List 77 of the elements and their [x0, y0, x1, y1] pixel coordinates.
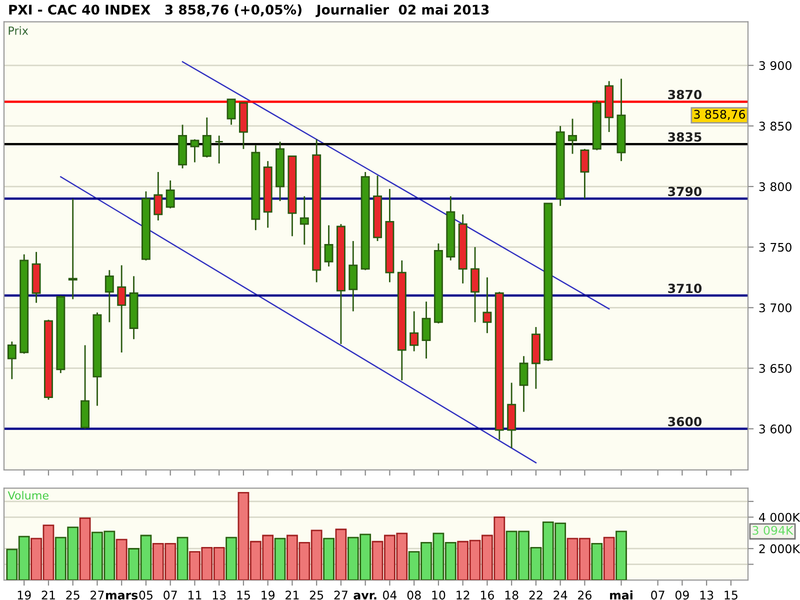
x-tick-label: 22 [529, 590, 542, 600]
bar [335, 528, 347, 580]
x-tick-label: 15 [237, 590, 250, 600]
text: 3 094K [752, 526, 794, 535]
candlestick [568, 118, 577, 155]
x-tick-label: 25 [66, 590, 80, 600]
candlestick [154, 171, 163, 222]
annotation: 3 858,76 [694, 110, 746, 120]
y-tick-label: 4 000K [758, 512, 800, 522]
candlestick [190, 138, 200, 163]
x-tick-label: avr. [354, 592, 376, 600]
candlestick [470, 246, 480, 323]
candlestick [202, 116, 212, 158]
y-tick-label: 3 800 [759, 182, 792, 192]
x-tick-label: 04 [382, 590, 397, 600]
bar [176, 536, 188, 580]
x-tick-label: 13 [212, 590, 226, 600]
x-tick-label: mai [610, 590, 632, 600]
x-tick-label: 26 [578, 590, 592, 600]
bar [603, 536, 615, 580]
x-tick-label: 15 [724, 590, 738, 600]
ref-line-label: 3835 [668, 132, 702, 142]
x-tick-label: 27 [334, 590, 348, 600]
bar [274, 538, 286, 580]
candlestick [166, 180, 175, 210]
bar [323, 538, 334, 580]
x-tick-label: 16 [480, 590, 494, 600]
x-tick-label: 21 [42, 590, 55, 600]
candlestick [482, 276, 492, 334]
x-tick-label: 19 [262, 590, 275, 600]
y-tick-label: 3 750 [759, 242, 792, 252]
ref-line-label: 3710 [668, 284, 702, 294]
bar [616, 530, 627, 580]
y-tick-label: 3 650 [759, 364, 792, 373]
y-tick-label: 2 000K [759, 544, 800, 554]
x-tick-label: mars [106, 592, 138, 600]
candlestick [68, 198, 78, 300]
x-tick-label: 27 [90, 590, 104, 600]
y-tick-label: 3 900 [759, 61, 792, 70]
candlestick [226, 98, 236, 126]
chart-title: PXI - CAC 40 INDEX 3 858,76 (+0,05%) Journalier 02 mai 2013 [9, 4, 489, 18]
x-tick-label: 09 [675, 590, 689, 600]
x-tick-label: 19 [18, 590, 31, 600]
bar [591, 542, 603, 580]
x-tick-label: 21 [286, 590, 299, 600]
candlestick [580, 148, 590, 200]
x-tick-label: 18 [505, 590, 518, 600]
y-tick-label: 3 850 [759, 122, 792, 131]
bar [226, 536, 237, 580]
x-tick-label: 13 [700, 590, 714, 600]
candlestick [214, 134, 224, 164]
x-tick-label: 12 [456, 590, 470, 600]
x-tick-label: 10 [432, 590, 446, 600]
y-tick-label: 3 700 [759, 303, 792, 312]
bar [79, 517, 91, 580]
x-tick-label: 11 [188, 590, 202, 600]
candlestick [422, 300, 431, 360]
ref-line-label: 3600 [668, 416, 702, 426]
candlestick [7, 340, 16, 380]
x-tick-label: 24 [554, 590, 568, 600]
chart-title: Volume [8, 490, 48, 500]
candlestick [117, 264, 126, 354]
x-tick-label: 07 [164, 590, 177, 600]
y-tick-label: 3 600 [759, 424, 792, 434]
chart-subtitle: Prix [8, 26, 28, 35]
bar [116, 538, 128, 580]
candlestick [300, 196, 309, 246]
candlestick [324, 224, 334, 268]
candlestick [104, 269, 114, 323]
x-tick-label: 08 [407, 590, 421, 600]
ref-line-label: 3790 [668, 186, 702, 196]
x-tick-label: 05 [139, 590, 152, 600]
candlestick [519, 355, 528, 413]
ref-line-label: 3870 [668, 90, 702, 100]
x-tick-label: 25 [310, 590, 324, 600]
candlestick [410, 310, 419, 352]
x-tick-label: 07 [651, 590, 664, 600]
